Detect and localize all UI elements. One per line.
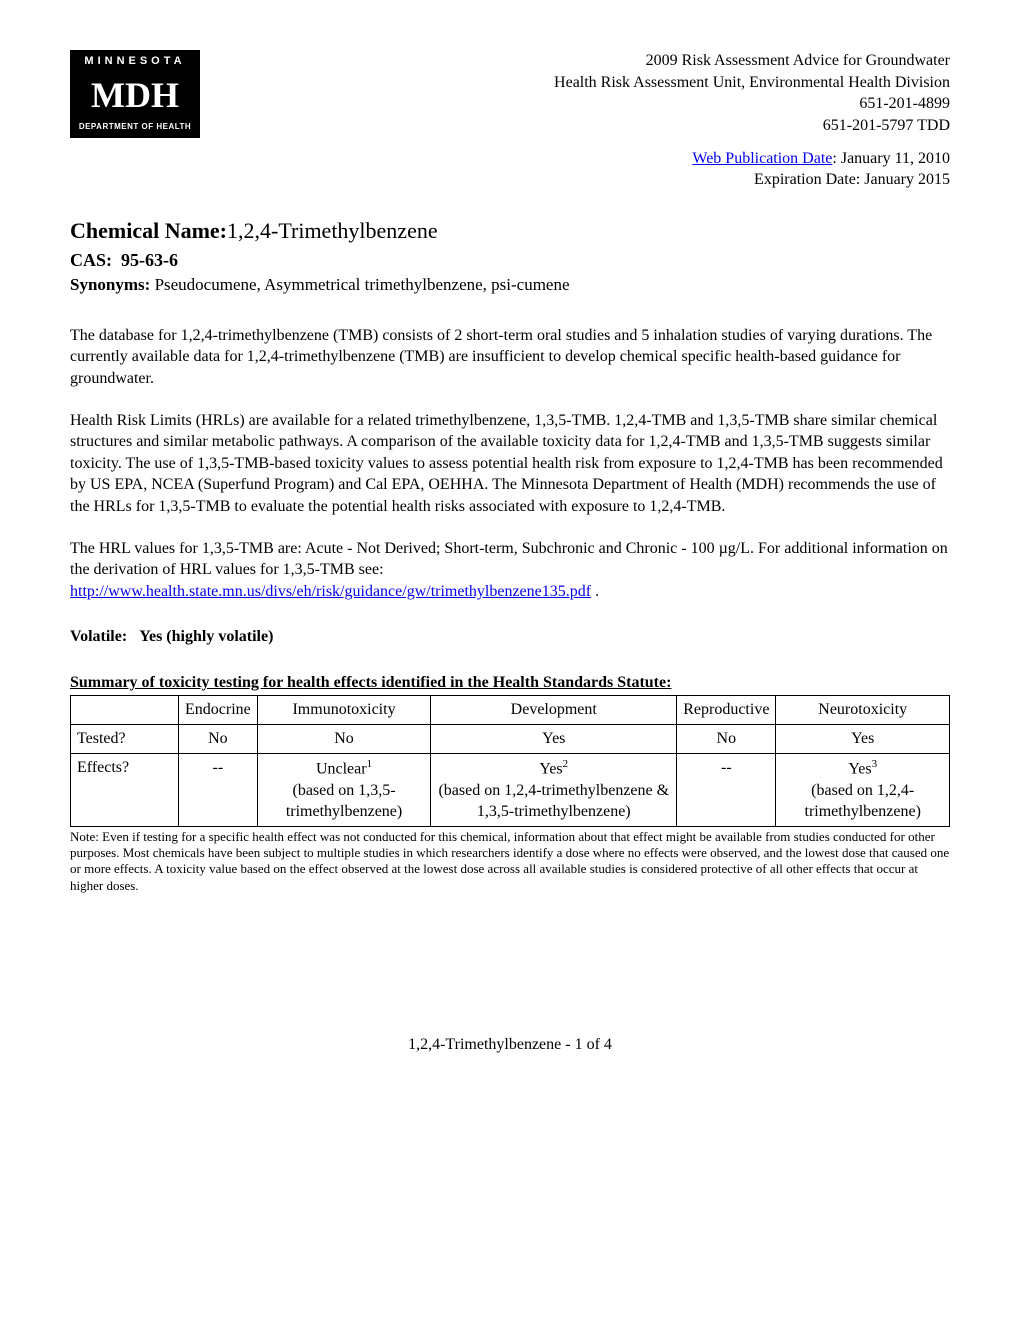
effects-immuno: Unclear1 (based on 1,3,5-trimethylbenzen… bbox=[257, 753, 431, 826]
effects-immuno-val: Unclear bbox=[316, 760, 367, 777]
effects-dev: Yes2 (based on 1,2,4-trimethylbenzene & … bbox=[431, 753, 677, 826]
chemical-name-line: Chemical Name:1,2,4-Trimethylbenzene bbox=[70, 216, 950, 246]
header-line4: 651-201-5797 TDD bbox=[554, 115, 950, 137]
para3-text: The HRL values for 1,3,5-TMB are: Acute … bbox=[70, 540, 948, 579]
tested-dev: Yes bbox=[431, 725, 677, 754]
synonyms-line: Synonyms: Pseudocumene, Asymmetrical tri… bbox=[70, 274, 950, 297]
effects-dev-sup: 2 bbox=[563, 758, 569, 770]
th-reproductive: Reproductive bbox=[677, 696, 776, 725]
th-endocrine: Endocrine bbox=[179, 696, 258, 725]
effects-dev-basis: (based on 1,2,4-trimethylbenzene & 1,3,5… bbox=[438, 782, 669, 821]
logo-dept: DEPARTMENT OF HEALTH bbox=[70, 117, 200, 138]
header-line1: 2009 Risk Assessment Advice for Groundwa… bbox=[554, 50, 950, 72]
volatile-value: Yes (highly volatile) bbox=[139, 628, 273, 645]
exp-date-line: Expiration Date: January 2015 bbox=[70, 169, 950, 191]
paragraph-3: The HRL values for 1,3,5-TMB are: Acute … bbox=[70, 538, 950, 603]
pub-date-value: : January 11, 2010 bbox=[832, 150, 950, 167]
table-row-tested: Tested? No No Yes No Yes bbox=[71, 725, 950, 754]
th-development: Development bbox=[431, 696, 677, 725]
th-immunotoxicity: Immunotoxicity bbox=[257, 696, 431, 725]
effects-endocrine: -- bbox=[179, 753, 258, 826]
header-row: MINNESOTA MDH DEPARTMENT OF HEALTH 2009 … bbox=[70, 50, 950, 138]
publication-dates: Web Publication Date: January 11, 2010 E… bbox=[70, 148, 950, 191]
tested-neuro: Yes bbox=[776, 725, 950, 754]
row-effects-label: Effects? bbox=[71, 753, 179, 826]
logo-state: MINNESOTA bbox=[70, 50, 200, 73]
th-neurotoxicity: Neurotoxicity bbox=[776, 696, 950, 725]
header-line2: Health Risk Assessment Unit, Environment… bbox=[554, 72, 950, 94]
synonyms-label: Synonyms: bbox=[70, 275, 150, 294]
effects-neuro-basis: (based on 1,2,4-trimethylbenzene) bbox=[805, 782, 921, 821]
row-tested-label: Tested? bbox=[71, 725, 179, 754]
cas-label: CAS: bbox=[70, 250, 112, 270]
effects-immuno-sup: 1 bbox=[367, 758, 373, 770]
table-note: Note: Even if testing for a specific hea… bbox=[70, 829, 950, 894]
tested-endocrine: No bbox=[179, 725, 258, 754]
mdh-logo: MINNESOTA MDH DEPARTMENT OF HEALTH bbox=[70, 50, 200, 138]
cas-line: CAS: 95-63-6 bbox=[70, 248, 950, 272]
cas-value: 95-63-6 bbox=[121, 250, 178, 270]
effects-immuno-basis: (based on 1,3,5-trimethylbenzene) bbox=[286, 782, 402, 821]
chemical-name-value: 1,2,4-Trimethylbenzene bbox=[227, 218, 438, 243]
effects-neuro-val: Yes bbox=[848, 760, 871, 777]
toxicity-table: Endocrine Immunotoxicity Development Rep… bbox=[70, 695, 950, 826]
header-line3: 651-201-4899 bbox=[554, 93, 950, 115]
table-row-effects: Effects? -- Unclear1 (based on 1,3,5-tri… bbox=[71, 753, 950, 826]
paragraph-2: Health Risk Limits (HRLs) are available … bbox=[70, 410, 950, 518]
tested-immuno: No bbox=[257, 725, 431, 754]
th-blank bbox=[71, 696, 179, 725]
page-footer: 1,2,4-Trimethylbenzene - 1 of 4 bbox=[70, 1034, 950, 1056]
para3-period: . bbox=[591, 583, 599, 600]
synonyms-value: Pseudocumene, Asymmetrical trimethylbenz… bbox=[155, 275, 570, 294]
table-header-row: Endocrine Immunotoxicity Development Rep… bbox=[71, 696, 950, 725]
effects-repro: -- bbox=[677, 753, 776, 826]
volatile-line: Volatile: Yes (highly volatile) bbox=[70, 626, 950, 648]
logo-mdh: MDH bbox=[70, 73, 200, 117]
effects-dev-val: Yes bbox=[539, 760, 562, 777]
effects-neuro-sup: 3 bbox=[872, 758, 878, 770]
hrl-pdf-link[interactable]: http://www.health.state.mn.us/divs/eh/ri… bbox=[70, 583, 591, 600]
tested-repro: No bbox=[677, 725, 776, 754]
chemical-name-label: Chemical Name: bbox=[70, 218, 227, 243]
table-caption: Summary of toxicity testing for health e… bbox=[70, 672, 950, 694]
web-publication-link[interactable]: Web Publication Date bbox=[692, 150, 832, 167]
pub-date-line: Web Publication Date: January 11, 2010 bbox=[70, 148, 950, 170]
header-contact: 2009 Risk Assessment Advice for Groundwa… bbox=[554, 50, 950, 136]
volatile-label: Volatile: bbox=[70, 628, 127, 645]
paragraph-1: The database for 1,2,4-trimethylbenzene … bbox=[70, 325, 950, 390]
effects-neuro: Yes3 (based on 1,2,4-trimethylbenzene) bbox=[776, 753, 950, 826]
